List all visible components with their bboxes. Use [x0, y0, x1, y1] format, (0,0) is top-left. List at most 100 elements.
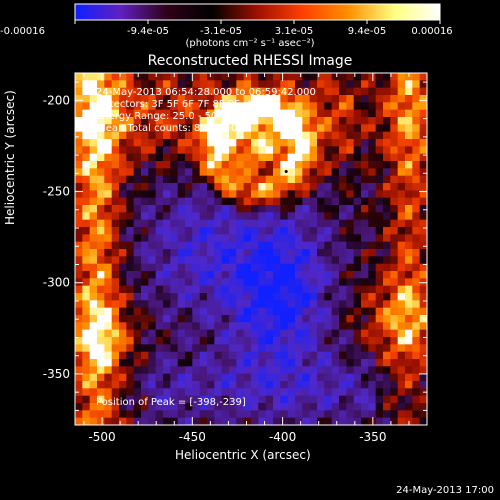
heatmap-cell	[111, 285, 120, 294]
heatmap-cell	[133, 307, 142, 316]
heatmap-cell	[236, 139, 245, 147]
heatmap-cell	[229, 373, 237, 382]
heatmap-cell	[214, 278, 223, 287]
heatmap-cell	[133, 227, 142, 235]
heatmap-cell	[97, 168, 105, 177]
heatmap-cell	[353, 373, 362, 382]
heatmap-cell	[302, 80, 311, 89]
heatmap-cell	[141, 109, 149, 118]
heatmap-cell	[75, 175, 83, 184]
heatmap-cell	[111, 241, 120, 250]
heatmap-cell	[126, 395, 135, 404]
heatmap-cell	[236, 87, 245, 96]
heatmap-cell	[148, 285, 157, 294]
heatmap-cell	[82, 212, 91, 221]
heatmap-cell	[331, 161, 340, 169]
heatmap-cell	[390, 109, 399, 118]
heatmap-cell	[75, 271, 83, 279]
heatmap-cell	[155, 161, 164, 169]
heatmap-cell	[229, 234, 237, 243]
heatmap-cell	[258, 197, 267, 206]
heatmap-cell	[111, 161, 120, 169]
heatmap-cell	[346, 175, 355, 184]
heatmap-cell	[265, 293, 274, 301]
heatmap-cell	[419, 241, 428, 250]
heatmap-cell	[199, 300, 208, 309]
heatmap-cell	[82, 227, 91, 235]
heatmap-cell	[324, 351, 333, 360]
heatmap-cell	[126, 366, 135, 375]
heatmap-cell	[192, 80, 201, 89]
heatmap-cell	[207, 109, 215, 118]
heatmap-cell	[111, 256, 120, 265]
heatmap-cell	[258, 234, 267, 243]
heatmap-cell	[368, 359, 377, 367]
heatmap-cell	[397, 102, 406, 111]
heatmap-cell	[199, 351, 208, 360]
heatmap-cell	[339, 131, 347, 140]
heatmap-cell	[390, 256, 399, 265]
heatmap-cell	[221, 241, 230, 250]
heatmap-cell	[375, 366, 384, 375]
heatmap-cell	[353, 227, 362, 235]
heatmap-cell	[155, 337, 164, 345]
heatmap-cell	[141, 329, 149, 338]
heatmap-cell	[75, 95, 83, 103]
heatmap-cell	[331, 190, 340, 199]
heatmap-cell	[339, 95, 347, 103]
heatmap-cell	[221, 131, 230, 140]
heatmap-cell	[273, 183, 281, 191]
heatmap-cell	[324, 168, 333, 177]
heatmap-cell	[229, 73, 237, 81]
heatmap-cell	[141, 73, 149, 81]
heatmap-cell	[309, 131, 318, 140]
heatmap-cell	[287, 403, 296, 411]
heatmap-cell	[111, 329, 120, 338]
heatmap-cell	[368, 227, 377, 235]
heatmap-cell	[295, 153, 303, 162]
heatmap-cell	[104, 249, 113, 257]
heatmap-cell	[302, 190, 311, 199]
heatmap-cell	[119, 271, 127, 279]
heatmap-cell	[75, 190, 83, 199]
heatmap-cell	[111, 219, 120, 228]
heatmap-cell	[243, 300, 252, 309]
heatmap-cell	[368, 73, 377, 81]
heatmap-cell	[258, 102, 267, 111]
heatmap-cell	[339, 395, 347, 404]
heatmap-cell	[155, 212, 164, 221]
heatmap-cell	[383, 117, 391, 125]
heatmap-cell	[258, 124, 267, 133]
heatmap-cell	[324, 109, 333, 118]
heatmap-cell	[375, 73, 384, 81]
heatmap-cell	[214, 219, 223, 228]
heatmap-cell	[368, 95, 377, 103]
heatmap-cell	[155, 278, 164, 287]
heatmap-cell	[141, 410, 149, 419]
heatmap-cell	[265, 256, 274, 265]
heatmap-cell	[412, 256, 421, 265]
heatmap-cell	[383, 366, 391, 375]
heatmap-cell	[258, 300, 267, 309]
heatmap-cell	[295, 263, 303, 272]
heatmap-cell	[295, 183, 303, 191]
heatmap-cell	[214, 87, 223, 96]
heatmap-cell	[309, 212, 318, 221]
heatmap-cell	[133, 381, 142, 389]
heatmap-cell	[207, 256, 215, 265]
heatmap-cell	[133, 124, 142, 133]
heatmap-cell	[89, 197, 98, 206]
heatmap-cell	[82, 139, 91, 147]
heatmap-cell	[111, 168, 120, 177]
heatmap-cell	[295, 124, 303, 133]
heatmap-cell	[383, 197, 391, 206]
heatmap-cell	[221, 87, 230, 96]
heatmap-cell	[361, 219, 369, 228]
heatmap-cell	[324, 219, 333, 228]
heatmap-cell	[419, 256, 428, 265]
heatmap-cell	[236, 417, 245, 426]
heatmap-cell	[309, 109, 318, 118]
heatmap-cell	[331, 227, 340, 235]
heatmap-cell	[309, 293, 318, 301]
heatmap-cell	[104, 227, 113, 235]
